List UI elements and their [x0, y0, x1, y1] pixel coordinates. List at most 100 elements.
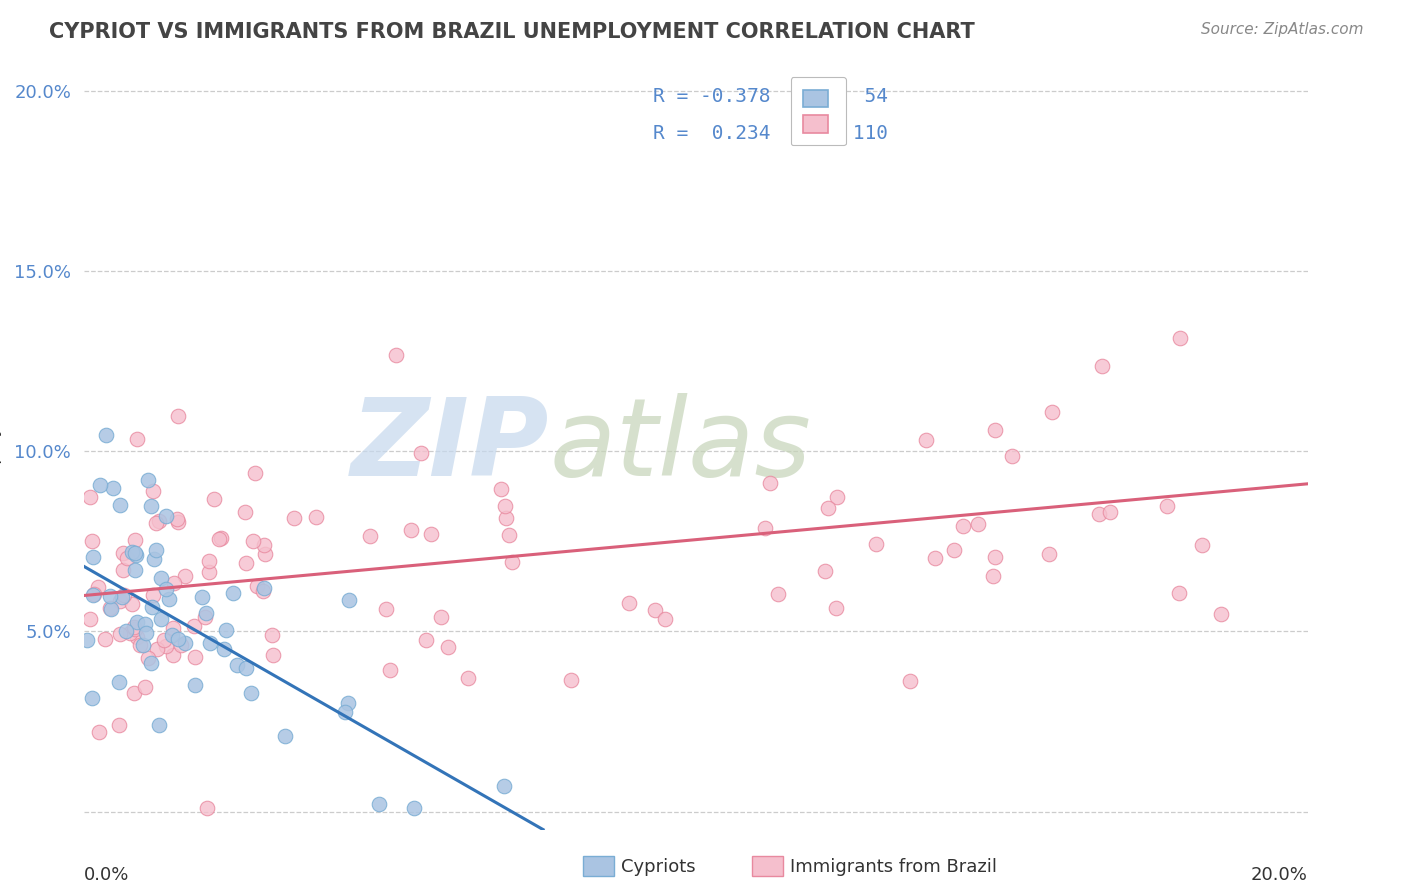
- Point: [814, 564, 837, 578]
- Point: [384, 348, 406, 362]
- Point: [148, 718, 170, 732]
- Point: [333, 705, 356, 719]
- Point: [262, 648, 284, 663]
- Point: [825, 491, 848, 505]
- Point: [1209, 607, 1232, 622]
- Text: ZIP: ZIP: [352, 393, 550, 499]
- Point: [108, 498, 131, 512]
- Point: [914, 433, 936, 447]
- Point: [155, 509, 177, 524]
- Text: 0.0%: 0.0%: [84, 865, 129, 884]
- Point: [817, 500, 839, 515]
- Point: [153, 632, 176, 647]
- Point: [115, 624, 138, 638]
- Point: [111, 590, 134, 604]
- Point: [136, 651, 159, 665]
- Point: [82, 550, 104, 565]
- Point: [183, 650, 205, 665]
- Point: [1168, 331, 1191, 345]
- Point: [142, 552, 165, 566]
- Point: [212, 642, 235, 657]
- Point: [98, 589, 121, 603]
- Point: [194, 610, 217, 624]
- Point: [183, 619, 205, 633]
- Point: [1191, 538, 1213, 552]
- Point: [226, 658, 249, 673]
- Point: [87, 580, 110, 594]
- Point: [166, 512, 188, 526]
- Point: [1040, 405, 1063, 419]
- Point: [82, 533, 104, 548]
- Point: [401, 523, 423, 537]
- Point: [415, 633, 437, 648]
- Point: [222, 586, 245, 600]
- Point: [409, 446, 432, 460]
- Point: [124, 563, 146, 577]
- Point: [149, 571, 172, 585]
- Point: [121, 598, 143, 612]
- Point: [209, 531, 232, 545]
- Point: [139, 500, 162, 514]
- Point: [142, 588, 165, 602]
- Point: [195, 801, 218, 815]
- Point: [215, 623, 238, 637]
- Point: [498, 528, 520, 542]
- Point: [617, 596, 640, 610]
- Point: [80, 690, 103, 705]
- Point: [139, 656, 162, 670]
- Point: [163, 575, 186, 590]
- Point: [305, 509, 328, 524]
- Point: [943, 543, 966, 558]
- Point: [246, 579, 269, 593]
- Point: [159, 592, 181, 607]
- Point: [146, 641, 169, 656]
- Point: [494, 780, 516, 794]
- Point: [754, 520, 776, 534]
- Point: [495, 511, 517, 525]
- Point: [115, 550, 138, 565]
- Point: [253, 547, 276, 561]
- Point: [501, 555, 523, 569]
- Point: [240, 685, 263, 699]
- Point: [1038, 547, 1060, 561]
- Point: [132, 638, 155, 652]
- Point: [766, 587, 789, 601]
- Point: [136, 473, 159, 487]
- Point: [124, 533, 146, 547]
- Point: [252, 584, 274, 599]
- Legend: , : ,: [790, 77, 846, 145]
- Point: [404, 801, 426, 815]
- Point: [235, 661, 257, 675]
- Point: [198, 566, 221, 580]
- Text: CYPRIOT VS IMMIGRANTS FROM BRAZIL UNEMPLOYMENT CORRELATION CHART: CYPRIOT VS IMMIGRANTS FROM BRAZIL UNEMPL…: [49, 22, 974, 42]
- Point: [100, 601, 122, 615]
- Point: [83, 587, 105, 601]
- Point: [145, 516, 167, 530]
- Point: [235, 556, 257, 570]
- Point: [1098, 505, 1121, 519]
- Point: [184, 678, 207, 692]
- Point: [1168, 586, 1191, 600]
- Point: [491, 482, 513, 496]
- Point: [111, 546, 134, 560]
- Point: [430, 609, 453, 624]
- Point: [112, 563, 135, 577]
- Point: [149, 612, 172, 626]
- Point: [122, 620, 145, 634]
- Point: [121, 545, 143, 559]
- Point: [100, 602, 122, 616]
- Point: [1156, 500, 1178, 514]
- Point: [924, 551, 946, 566]
- Point: [560, 673, 582, 687]
- Point: [162, 648, 184, 662]
- Point: [966, 517, 988, 532]
- Point: [380, 664, 402, 678]
- Point: [654, 612, 676, 626]
- Point: [82, 588, 104, 602]
- Point: [167, 632, 190, 647]
- Point: [76, 632, 98, 647]
- Point: [145, 543, 167, 558]
- Point: [174, 569, 197, 583]
- Point: [233, 505, 256, 519]
- Point: [374, 602, 396, 616]
